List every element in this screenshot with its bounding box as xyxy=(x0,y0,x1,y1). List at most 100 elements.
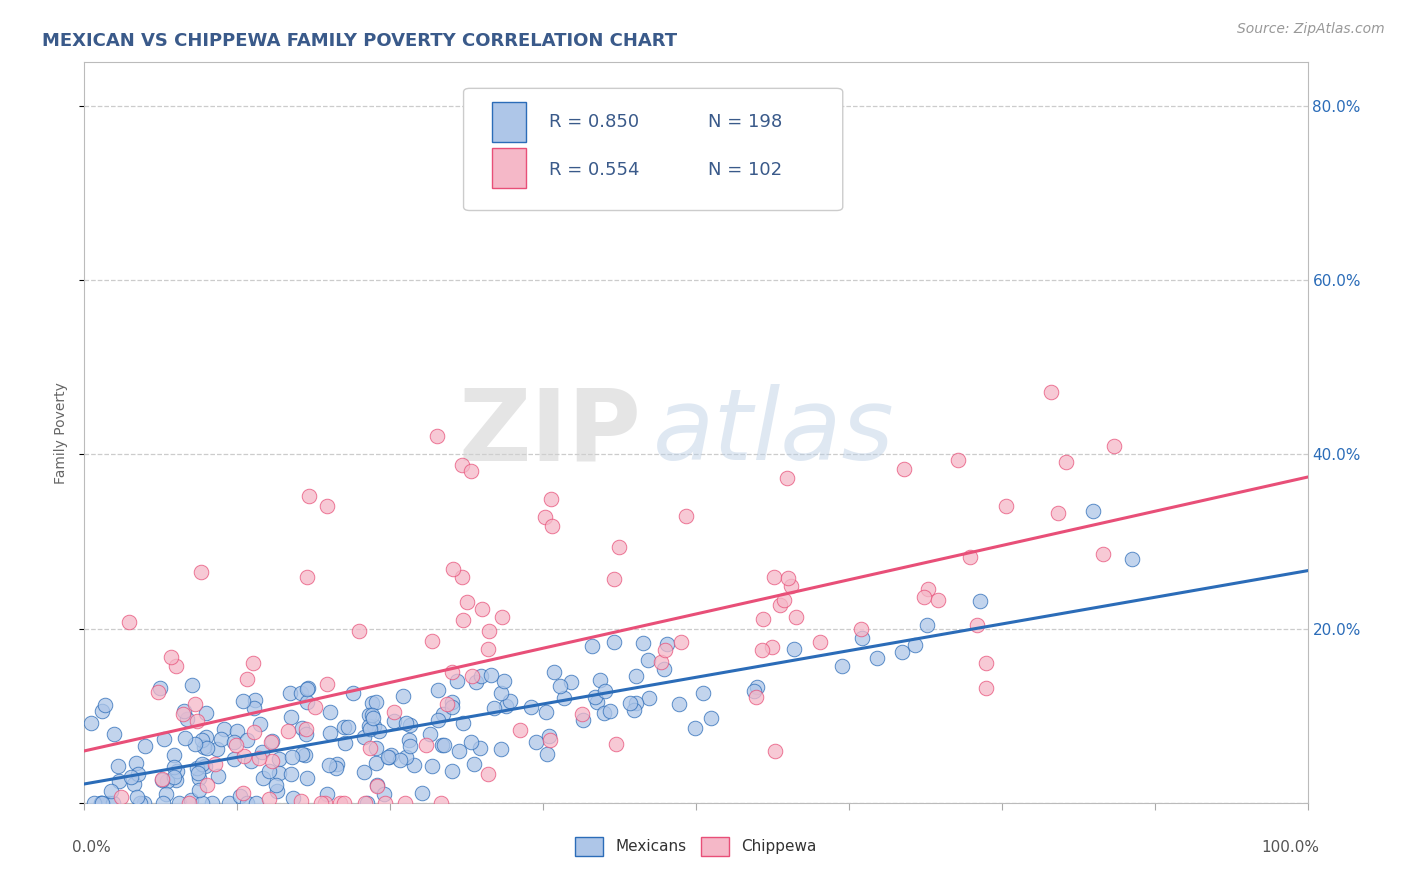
Point xyxy=(638,691,661,706)
Point xyxy=(427,713,450,727)
Point xyxy=(225,738,247,752)
Point xyxy=(619,696,641,710)
Point xyxy=(108,774,131,789)
Point xyxy=(146,684,169,698)
Point xyxy=(499,694,522,708)
Point xyxy=(560,675,582,690)
Point xyxy=(314,796,336,810)
Point xyxy=(776,471,799,485)
Point xyxy=(468,741,491,756)
Point xyxy=(373,787,395,801)
Point xyxy=(354,796,377,810)
Point xyxy=(782,641,804,656)
Point xyxy=(134,796,156,810)
FancyBboxPatch shape xyxy=(464,88,842,211)
Point xyxy=(637,653,659,667)
Point xyxy=(700,711,723,725)
Point xyxy=(763,569,786,583)
Point xyxy=(650,655,672,669)
Point xyxy=(361,708,384,723)
Point xyxy=(236,796,259,810)
Point xyxy=(195,706,218,720)
Point xyxy=(166,764,188,778)
Point xyxy=(745,680,768,694)
Point xyxy=(891,645,914,659)
Point xyxy=(440,665,463,680)
Point xyxy=(222,735,245,749)
Point xyxy=(692,686,714,700)
Point xyxy=(333,796,356,810)
Point xyxy=(1092,547,1115,561)
Point xyxy=(761,640,783,654)
Point xyxy=(366,778,388,792)
Point xyxy=(624,669,647,683)
Point xyxy=(538,732,561,747)
Point xyxy=(180,793,202,807)
Point xyxy=(297,681,319,696)
Point xyxy=(318,758,340,772)
Point xyxy=(176,712,198,726)
Point xyxy=(194,730,217,744)
Point xyxy=(489,686,512,700)
Point xyxy=(337,720,360,734)
Point xyxy=(250,745,273,759)
Point xyxy=(232,694,254,708)
Point xyxy=(97,796,120,810)
Point xyxy=(129,796,152,810)
Point xyxy=(534,705,557,719)
Point xyxy=(398,733,420,747)
Point xyxy=(156,773,179,788)
Point xyxy=(1039,384,1062,399)
Point xyxy=(150,772,173,786)
Point xyxy=(290,721,312,735)
Point xyxy=(581,639,603,653)
Point xyxy=(236,732,259,747)
Point xyxy=(446,673,468,688)
Point xyxy=(266,784,288,798)
Point xyxy=(959,550,981,565)
Point xyxy=(440,700,463,714)
Point xyxy=(179,796,201,810)
Point xyxy=(831,658,853,673)
Point xyxy=(262,733,284,747)
Point xyxy=(392,689,415,703)
Point xyxy=(494,673,516,688)
Point xyxy=(165,659,187,673)
Point xyxy=(432,739,454,753)
Point xyxy=(80,715,103,730)
Point xyxy=(181,678,204,692)
Point xyxy=(603,572,626,586)
Point xyxy=(655,636,678,650)
Point xyxy=(509,723,531,737)
Point xyxy=(946,452,969,467)
Point xyxy=(683,722,706,736)
Point xyxy=(364,740,387,755)
Point xyxy=(654,643,676,657)
Text: ZIP: ZIP xyxy=(458,384,641,481)
Point xyxy=(464,674,486,689)
Point xyxy=(264,778,287,792)
Point xyxy=(436,698,458,712)
Point xyxy=(247,751,270,765)
Point xyxy=(260,735,283,749)
Point xyxy=(294,747,316,762)
Point xyxy=(207,769,229,783)
Point xyxy=(93,698,115,712)
Point xyxy=(184,697,207,711)
Point xyxy=(778,571,800,585)
Point xyxy=(162,747,184,762)
Point xyxy=(232,786,254,800)
Point xyxy=(83,796,105,810)
Y-axis label: Family Poverty: Family Poverty xyxy=(55,382,69,483)
Point xyxy=(536,747,558,761)
Point xyxy=(450,570,472,584)
Point xyxy=(394,796,416,810)
Point xyxy=(295,772,318,786)
Point xyxy=(201,796,224,810)
Point xyxy=(278,686,301,700)
Point xyxy=(751,612,773,626)
Point xyxy=(252,771,274,785)
Point xyxy=(1081,504,1104,518)
Point xyxy=(150,773,173,788)
Point xyxy=(479,668,502,682)
